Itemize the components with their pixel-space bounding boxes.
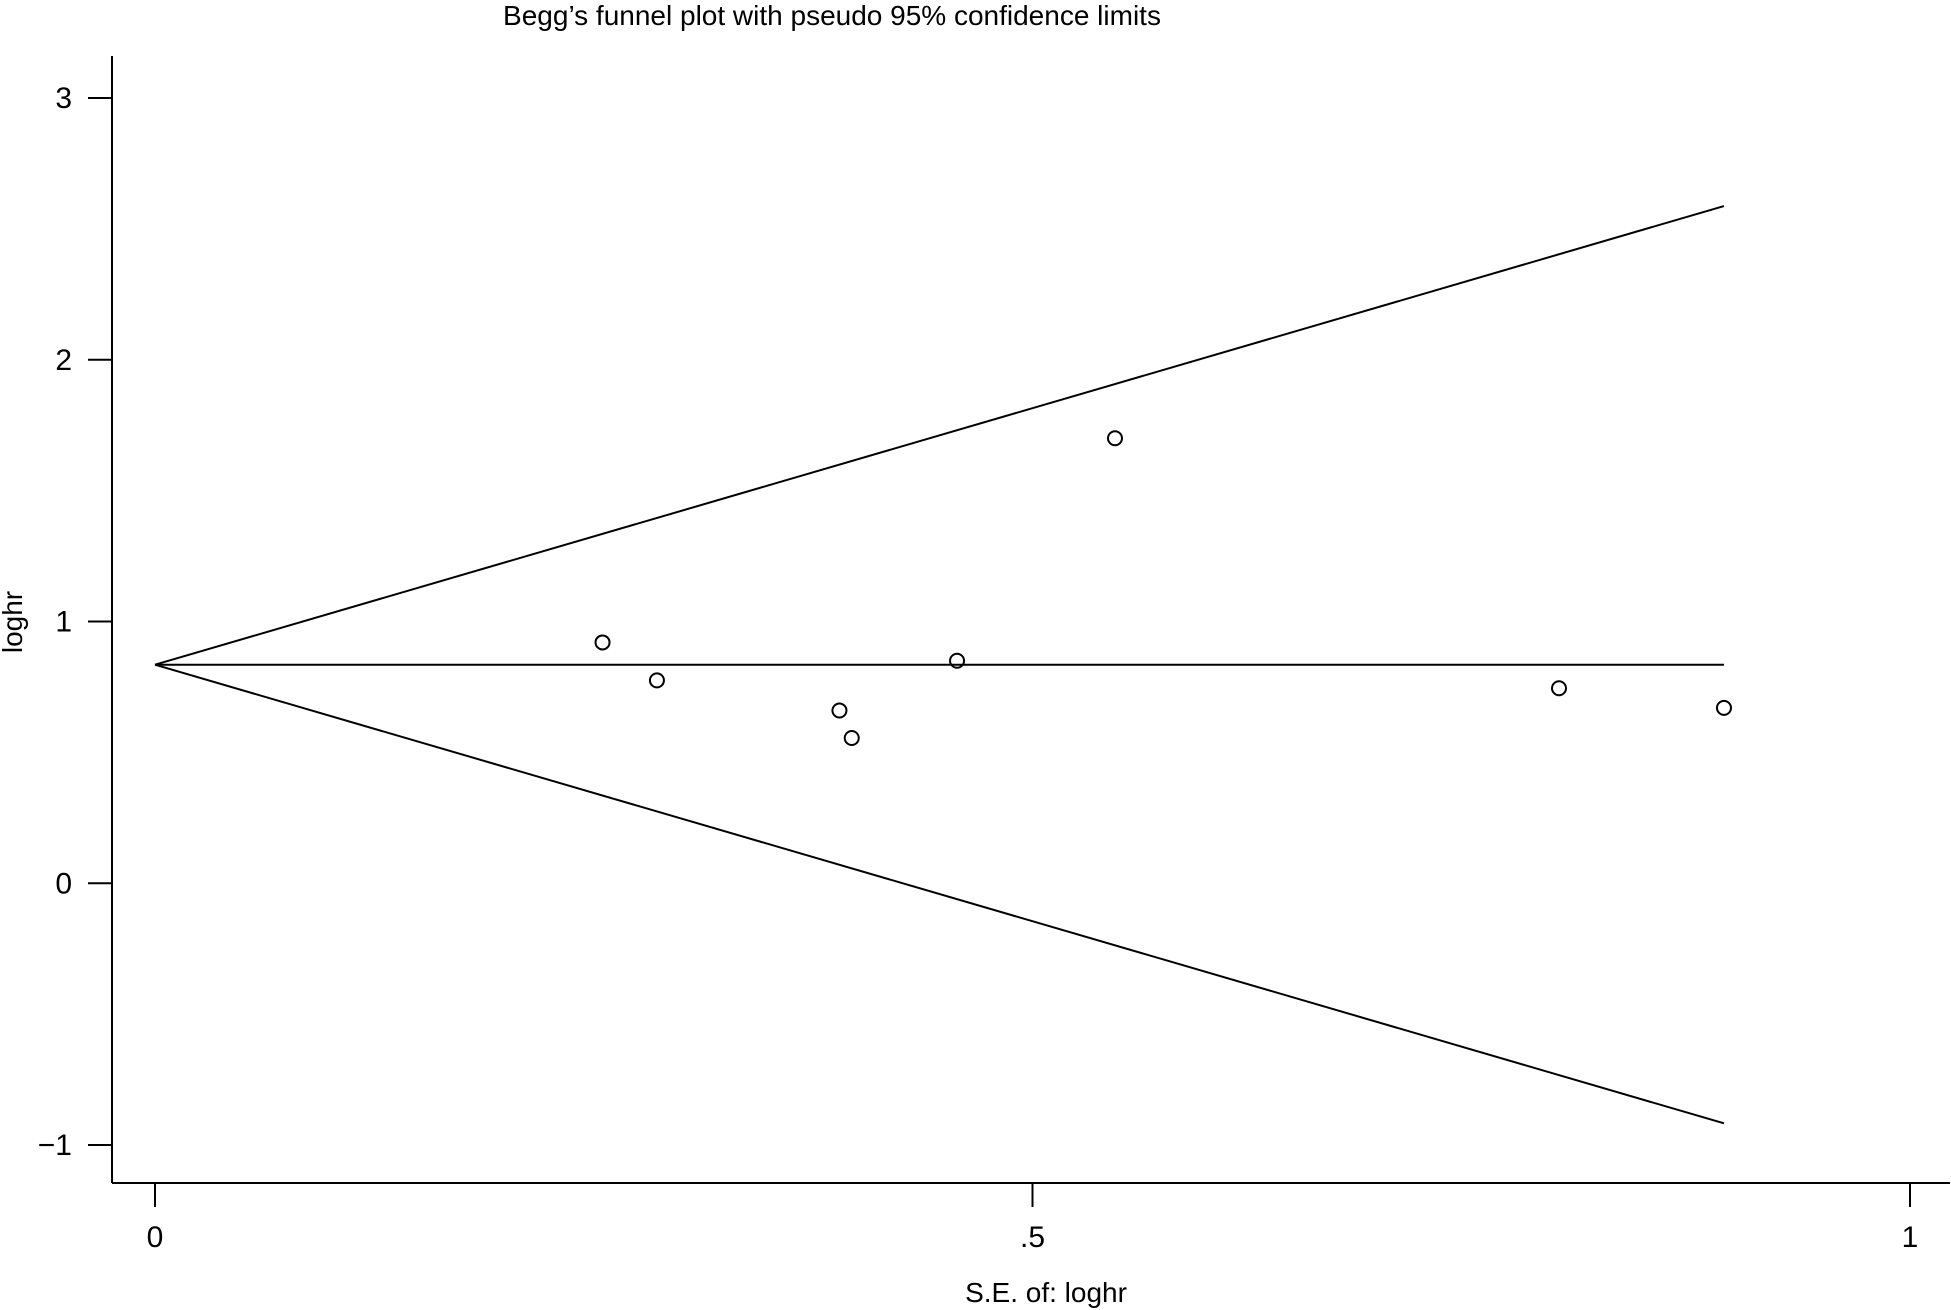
axes-layer: −1 0 1 2 3 0 .5 1 (38, 56, 1950, 1254)
study-point (1551, 680, 1567, 697)
study-point (594, 634, 611, 651)
study-point (1106, 430, 1123, 447)
x-axis-label: S.E. of: loghr (965, 1277, 1127, 1308)
study-point (949, 652, 966, 669)
x-tick-label: .5 (1020, 1221, 1045, 1254)
lower-confidence-limit-line (154, 663, 1725, 1125)
y-tick-label: 3 (55, 82, 72, 115)
study-point (831, 702, 848, 719)
upper-confidence-limit-line (154, 205, 1725, 666)
y-tick-label: −1 (38, 1129, 72, 1162)
y-axis-label: loghr (0, 591, 28, 653)
y-tick-label: 2 (55, 344, 72, 377)
x-tick-label: 0 (147, 1221, 164, 1254)
chart-title: Begg’s funnel plot with pseudo 95% confi… (503, 0, 1161, 31)
points-layer (594, 430, 1732, 746)
study-point (648, 672, 665, 689)
study-point (1715, 699, 1732, 716)
y-tick-label: 1 (55, 606, 72, 639)
y-tick-label: 0 (55, 867, 72, 900)
funnel-layer (154, 205, 1725, 1125)
study-point (843, 729, 860, 746)
x-tick-label: 1 (1902, 1221, 1919, 1254)
